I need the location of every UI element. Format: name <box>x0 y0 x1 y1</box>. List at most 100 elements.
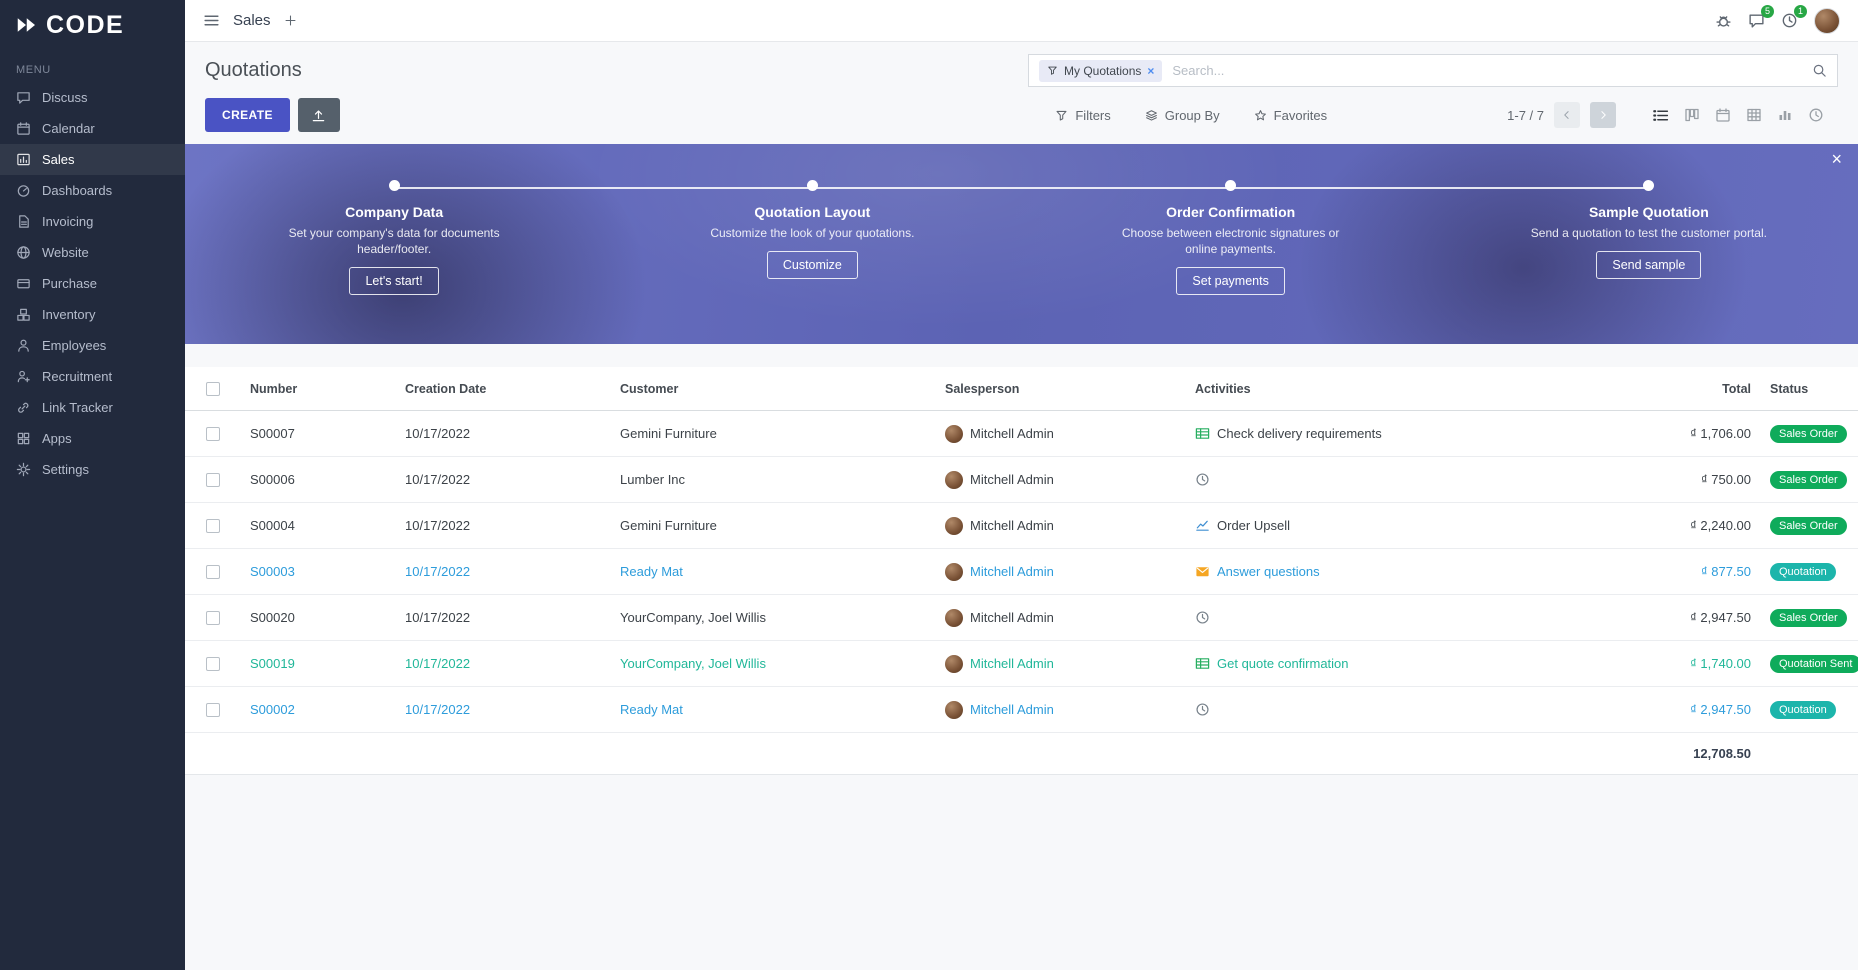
search-input[interactable] <box>1172 63 1802 78</box>
column-header-number[interactable]: Number <box>250 381 298 396</box>
cell-creation-date: 10/17/2022 <box>405 610 471 625</box>
column-header-customer[interactable]: Customer <box>620 381 679 396</box>
cell-activities[interactable] <box>1180 702 1565 717</box>
brand-logo[interactable]: CODE <box>0 0 185 50</box>
column-header-total[interactable]: Total <box>1722 381 1751 396</box>
sidebar-item-employees[interactable]: Employees <box>0 330 185 361</box>
cell-activities[interactable]: Check delivery requirements <box>1180 426 1565 441</box>
envelope-icon <box>1195 564 1210 579</box>
cell-activities[interactable]: Get quote confirmation <box>1180 656 1565 671</box>
cell-status: Quotation Sent <box>1755 654 1858 673</box>
bug-icon[interactable] <box>1715 12 1732 29</box>
cell-number[interactable]: S00004 <box>250 518 295 533</box>
sidebar-item-label: Apps <box>42 431 72 446</box>
sidebar-item-website[interactable]: Website <box>0 237 185 268</box>
remove-filter-icon[interactable]: × <box>1147 63 1155 78</box>
cell-number[interactable]: S00003 <box>250 564 295 579</box>
search-box[interactable]: My Quotations × <box>1028 54 1838 87</box>
table-row[interactable]: S00004 10/17/2022 Gemini Furniture Mitchell… <box>185 503 1858 549</box>
apps-icon <box>16 431 31 446</box>
select-all-checkbox[interactable] <box>206 381 220 396</box>
row-checkbox[interactable] <box>206 610 220 625</box>
cell-status: Sales Order <box>1755 608 1858 627</box>
table-row[interactable]: S00003 10/17/2022 Ready Mat Mitchell Admin A… <box>185 549 1858 595</box>
activities-icon[interactable]: 1 <box>1781 5 1807 29</box>
pager-range: 1-7 / 7 <box>1507 107 1544 123</box>
table-row[interactable]: S00007 10/17/2022 Gemini Furniture Mitchell… <box>185 411 1858 457</box>
kanban-view-button[interactable] <box>1684 107 1700 123</box>
cell-number[interactable]: S00006 <box>250 472 295 487</box>
cell-status: Sales Order <box>1755 516 1858 535</box>
sidebar-item-invoicing[interactable]: Invoicing <box>0 206 185 237</box>
employees-icon <box>16 338 31 353</box>
status-badge: Sales Order <box>1770 470 1847 489</box>
sidebar-item-apps[interactable]: Apps <box>0 423 185 454</box>
step-action-button[interactable]: Send sample <box>1596 251 1702 280</box>
sidebar-item-link-tracker[interactable]: Link Tracker <box>0 392 185 423</box>
filters-button[interactable]: Filters <box>1055 108 1111 123</box>
graph-view-button[interactable] <box>1777 107 1793 123</box>
list-view-button[interactable] <box>1652 107 1669 124</box>
cell-number[interactable]: S00007 <box>250 426 295 441</box>
table-row[interactable]: S00019 10/17/2022 YourCompany, Joel Willis… <box>185 641 1858 687</box>
sidebar-item-label: Website <box>42 245 89 260</box>
cell-number[interactable]: S00020 <box>250 610 295 625</box>
table-body: S00007 10/17/2022 Gemini Furniture Mitchell… <box>185 411 1858 733</box>
row-checkbox[interactable] <box>206 702 220 717</box>
hamburger-menu-icon[interactable] <box>203 12 220 29</box>
activity-view-button[interactable] <box>1808 107 1824 123</box>
table-row[interactable]: S00006 10/17/2022 Lumber Inc Mitchell Admin… <box>185 457 1858 503</box>
step-action-button[interactable]: Set payments <box>1176 267 1285 296</box>
column-header-creation-date[interactable]: Creation Date <box>405 381 487 396</box>
row-checkbox[interactable] <box>206 518 220 533</box>
user-avatar[interactable] <box>1814 7 1840 34</box>
sidebar-item-purchase[interactable]: Purchase <box>0 268 185 299</box>
upload-button[interactable] <box>297 98 340 132</box>
calendar-icon <box>16 121 31 136</box>
step-description: Set your company's data for documents he… <box>288 226 500 257</box>
cell-activities[interactable]: Order Upsell <box>1180 518 1565 533</box>
row-checkbox[interactable] <box>206 472 220 487</box>
group-by-label: Group By <box>1164 107 1220 123</box>
table-row[interactable]: S00020 10/17/2022 YourCompany, Joel Willis… <box>185 595 1858 641</box>
step-action-button[interactable]: Let's start! <box>349 267 439 296</box>
cell-activities[interactable] <box>1180 610 1565 625</box>
column-header-salesperson[interactable]: Salesperson <box>945 381 1020 396</box>
sidebar-item-dashboards[interactable]: Dashboards <box>0 175 185 206</box>
search-filter-chip[interactable]: My Quotations × <box>1039 59 1163 82</box>
sidebar-item-label: Settings <box>42 462 89 477</box>
create-button[interactable]: CREATE <box>205 98 290 132</box>
cell-number[interactable]: S00019 <box>250 656 295 671</box>
add-tab-icon[interactable] <box>284 14 297 27</box>
sidebar-item-discuss[interactable]: Discuss <box>0 82 185 113</box>
sidebar-item-recruitment[interactable]: Recruitment <box>0 361 185 392</box>
cell-number[interactable]: S00002 <box>250 702 295 717</box>
sidebar-item-sales[interactable]: Sales <box>0 144 185 175</box>
pivot-view-button[interactable] <box>1746 107 1762 123</box>
column-header-activities[interactable]: Activities <box>1195 381 1251 396</box>
favorites-button[interactable]: Favorites <box>1254 108 1327 123</box>
messages-icon[interactable]: 5 <box>1748 5 1774 29</box>
cell-customer: Gemini Furniture <box>620 518 717 533</box>
search-icon[interactable] <box>1812 63 1827 78</box>
column-header-status[interactable]: Status <box>1770 381 1809 396</box>
sidebar-item-inventory[interactable]: Inventory <box>0 299 185 330</box>
pager-previous-button[interactable] <box>1554 102 1580 128</box>
table-row[interactable]: S00002 10/17/2022 Ready Mat Mitchell Admin ₫… <box>185 687 1858 733</box>
cell-salesperson: Mitchell Admin <box>930 470 1180 489</box>
calendar-view-button[interactable] <box>1715 107 1731 123</box>
row-checkbox[interactable] <box>206 656 220 671</box>
banner-close-icon[interactable]: × <box>1831 149 1842 169</box>
onboarding-banner: × Company Data Set your company's data fo… <box>185 144 1858 344</box>
cell-activities[interactable]: Answer questions <box>1180 564 1565 579</box>
group-by-button[interactable]: Group By <box>1145 108 1220 123</box>
sidebar-item-settings[interactable]: Settings <box>0 454 185 485</box>
pager-next-button[interactable] <box>1590 102 1616 128</box>
row-checkbox[interactable] <box>206 564 220 579</box>
sidebar-item-calendar[interactable]: Calendar <box>0 113 185 144</box>
cell-activities[interactable] <box>1180 472 1565 487</box>
topbar-right: 5 1 <box>1715 5 1840 34</box>
row-checkbox[interactable] <box>206 426 220 441</box>
step-action-button[interactable]: Customize <box>766 251 858 280</box>
cell-total: ₫ 1,740.00 <box>1690 656 1751 671</box>
